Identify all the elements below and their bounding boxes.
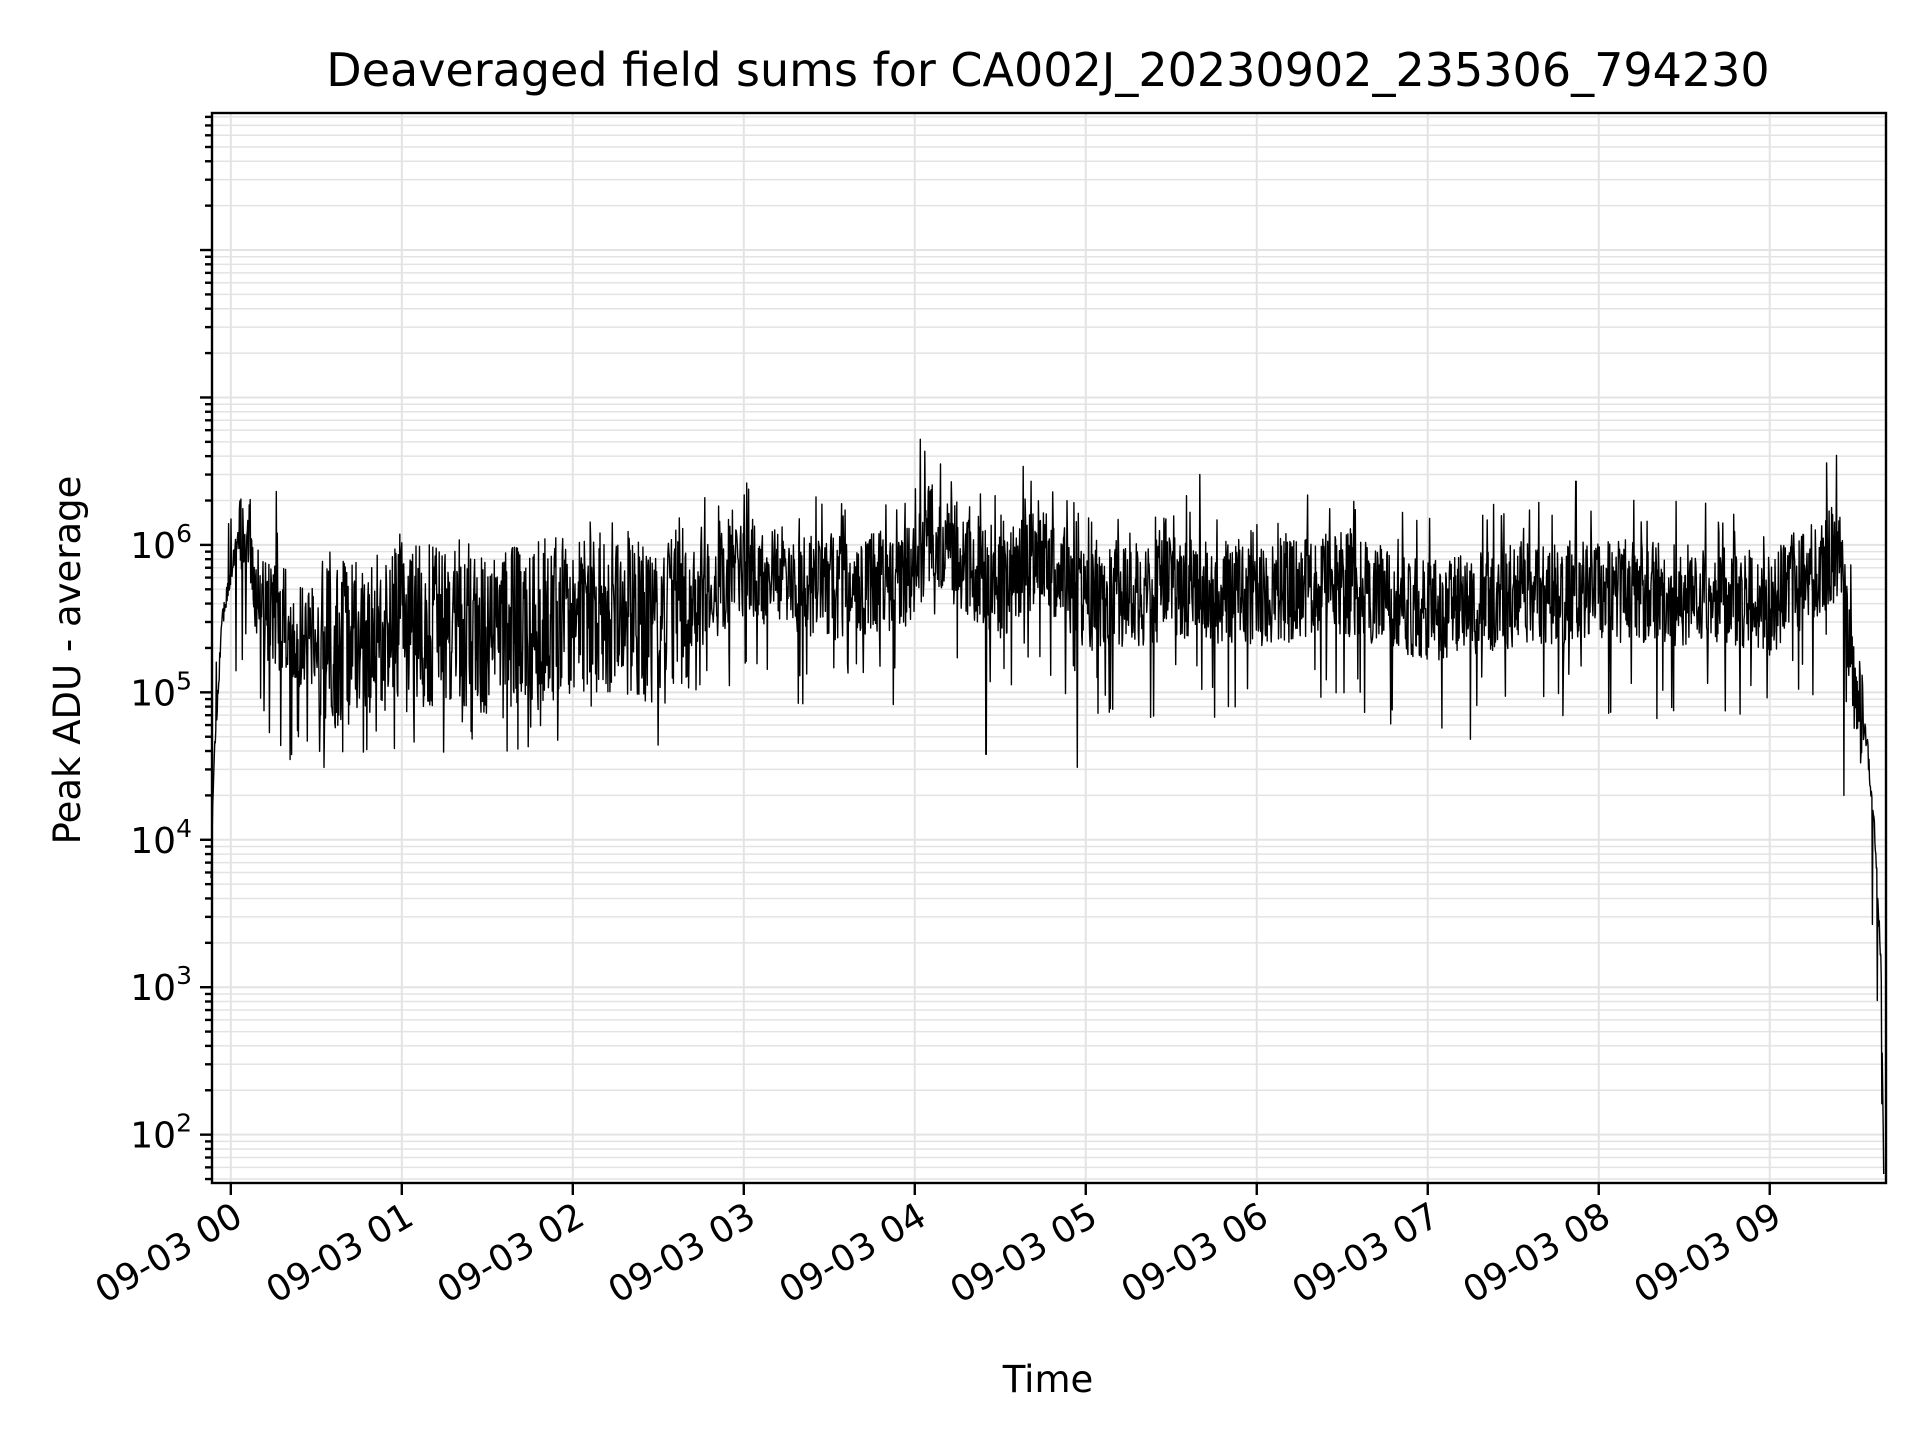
x-tick-label: 09-03 03 <box>602 1195 763 1311</box>
y-tick-exponent: 4 <box>176 814 192 843</box>
y-tick-base: 10 <box>130 526 176 567</box>
y-tick-exponent: 6 <box>176 519 192 548</box>
y-tick-label: 104 <box>130 814 192 862</box>
y-tick-base: 10 <box>130 1116 176 1157</box>
y-tick-label: 103 <box>130 961 192 1009</box>
series-layer <box>210 438 1885 1175</box>
series-line <box>210 438 1885 1175</box>
x-tick-label: 09-03 02 <box>431 1195 592 1311</box>
x-tick-label: 09-03 01 <box>260 1195 421 1311</box>
x-tick-label: 09-03 08 <box>1457 1195 1618 1311</box>
y-tick-exponent: 2 <box>176 1109 192 1138</box>
x-axis-label: Time <box>1002 1358 1094 1401</box>
axis-ticks <box>200 115 1771 1195</box>
y-tick-base: 10 <box>130 968 176 1009</box>
y-tick-label: 102 <box>130 1109 192 1157</box>
y-tick-exponent: 5 <box>176 666 192 695</box>
x-tick-label: 09-03 09 <box>1628 1195 1789 1311</box>
y-tick-label: 106 <box>130 519 192 567</box>
chart-title: Deaveraged field sums for CA002J_2023090… <box>326 43 1769 97</box>
x-tick-label: 09-03 05 <box>944 1195 1105 1311</box>
x-tick-labels: 09-03 00 09-03 01 09-03 02 09-03 03 09-03 04… <box>89 1195 1789 1311</box>
y-tick-label: 105 <box>130 666 192 714</box>
y-axis-label: Peak ADU - average <box>46 476 89 845</box>
x-tick-label: 09-03 07 <box>1286 1195 1447 1311</box>
x-tick-label: 09-03 00 <box>89 1195 250 1311</box>
y-tick-base: 10 <box>130 673 176 714</box>
x-tick-label: 09-03 04 <box>773 1195 934 1311</box>
x-tick-label: 09-03 06 <box>1115 1195 1276 1311</box>
y-tick-exponent: 3 <box>176 961 192 990</box>
y-tick-base: 10 <box>130 821 176 862</box>
